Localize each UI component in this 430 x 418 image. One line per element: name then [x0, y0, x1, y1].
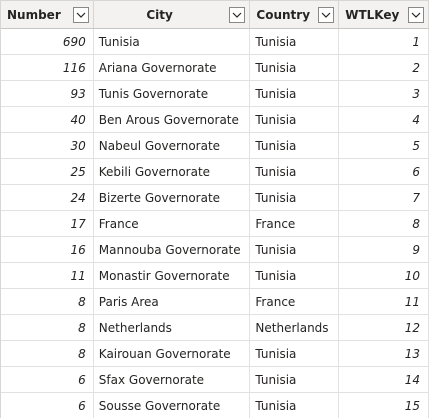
city-cell[interactable]: Kebili Governorate [94, 159, 251, 184]
country-cell[interactable]: Netherlands [250, 315, 340, 340]
country-cell[interactable]: Tunisia [250, 107, 340, 132]
city-cell[interactable]: Tunisia [94, 29, 251, 54]
number-cell[interactable]: 116 [1, 55, 94, 80]
wtlkey-cell[interactable]: 5 [339, 133, 429, 158]
number-cell[interactable]: 24 [1, 185, 94, 210]
country-cell[interactable]: France [250, 289, 340, 314]
column-header-number[interactable]: Number [1, 1, 94, 28]
country-cell[interactable]: Tunisia [250, 341, 340, 366]
column-header-label: City [146, 7, 173, 22]
country-cell[interactable]: Tunisia [250, 81, 340, 106]
wtlkey-cell[interactable]: 3 [339, 81, 429, 106]
filter-dropdown-button[interactable] [318, 6, 335, 23]
city-cell[interactable]: Mannouba Governorate [94, 237, 251, 262]
table-row[interactable]: 17 France France 8 [1, 211, 429, 237]
city-cell[interactable]: Bizerte Governorate [94, 185, 251, 210]
city-cell[interactable]: Sousse Governorate [94, 393, 251, 418]
table-row[interactable]: 8 Paris Area France 11 [1, 289, 429, 315]
city-cell[interactable]: Tunis Governorate [94, 81, 251, 106]
table-row[interactable]: 16 Mannouba Governorate Tunisia 9 [1, 237, 429, 263]
table-row[interactable]: 6 Sfax Governorate Tunisia 14 [1, 367, 429, 393]
number-cell[interactable]: 16 [1, 237, 94, 262]
country-cell[interactable]: Tunisia [250, 185, 340, 210]
city-cell[interactable]: Netherlands [94, 315, 251, 340]
number-cell[interactable]: 25 [1, 159, 94, 184]
filter-dropdown-button[interactable] [229, 6, 246, 23]
number-cell[interactable]: 11 [1, 263, 94, 288]
column-header-label: Number [7, 7, 61, 22]
country-cell[interactable]: Tunisia [250, 367, 340, 392]
chevron-down-icon [232, 12, 242, 18]
table-row[interactable]: 8 Netherlands Netherlands 12 [1, 315, 429, 341]
filter-dropdown-button[interactable] [72, 6, 89, 23]
number-cell[interactable]: 8 [1, 289, 94, 314]
number-cell[interactable]: 6 [1, 393, 94, 418]
table-row[interactable]: 40 Ben Arous Governorate Tunisia 4 [1, 107, 429, 133]
chevron-down-icon [76, 12, 86, 18]
country-cell[interactable]: Tunisia [250, 237, 340, 262]
country-cell[interactable]: Tunisia [250, 29, 340, 54]
wtlkey-cell[interactable]: 2 [339, 55, 429, 80]
wtlkey-cell[interactable]: 6 [339, 159, 429, 184]
wtlkey-cell[interactable]: 9 [339, 237, 429, 262]
wtlkey-cell[interactable]: 10 [339, 263, 429, 288]
table-row[interactable]: 30 Nabeul Governorate Tunisia 5 [1, 133, 429, 159]
wtlkey-cell[interactable]: 1 [339, 29, 429, 54]
table-row[interactable]: 93 Tunis Governorate Tunisia 3 [1, 81, 429, 107]
city-cell[interactable]: France [94, 211, 251, 236]
wtlkey-cell[interactable]: 15 [339, 393, 429, 418]
table-row[interactable]: 690 Tunisia Tunisia 1 [1, 29, 429, 55]
city-cell[interactable]: Paris Area [94, 289, 251, 314]
number-cell[interactable]: 8 [1, 341, 94, 366]
number-cell[interactable]: 93 [1, 81, 94, 106]
table-row[interactable]: 6 Sousse Governorate Tunisia 15 [1, 393, 429, 418]
wtlkey-cell[interactable]: 11 [339, 289, 429, 314]
column-header-label: Country [256, 7, 311, 22]
table-row[interactable]: 11 Monastir Governorate Tunisia 10 [1, 263, 429, 289]
country-cell[interactable]: Tunisia [250, 133, 340, 158]
country-cell[interactable]: Tunisia [250, 393, 340, 418]
chevron-down-icon [321, 12, 331, 18]
filter-dropdown-button[interactable] [408, 6, 424, 23]
wtlkey-cell[interactable]: 14 [339, 367, 429, 392]
number-cell[interactable]: 8 [1, 315, 94, 340]
table-body: 690 Tunisia Tunisia 1 116 Ariana Governorate T… [1, 29, 429, 418]
city-cell[interactable]: Kairouan Governorate [94, 341, 251, 366]
column-header-city[interactable]: City [94, 1, 251, 28]
chevron-down-icon [411, 12, 421, 18]
wtlkey-cell[interactable]: 13 [339, 341, 429, 366]
table-row[interactable]: 25 Kebili Governorate Tunisia 6 [1, 159, 429, 185]
city-cell[interactable]: Monastir Governorate [94, 263, 251, 288]
city-cell[interactable]: Sfax Governorate [94, 367, 251, 392]
country-cell[interactable]: France [250, 211, 340, 236]
table-row[interactable]: 24 Bizerte Governorate Tunisia 7 [1, 185, 429, 211]
number-cell[interactable]: 6 [1, 367, 94, 392]
country-cell[interactable]: Tunisia [250, 159, 340, 184]
wtlkey-cell[interactable]: 4 [339, 107, 429, 132]
table-header: Number City Country WTLKey [1, 1, 429, 29]
country-cell[interactable]: Tunisia [250, 263, 340, 288]
number-cell[interactable]: 30 [1, 133, 94, 158]
table-row[interactable]: 8 Kairouan Governorate Tunisia 13 [1, 341, 429, 367]
table-row[interactable]: 116 Ariana Governorate Tunisia 2 [1, 55, 429, 81]
country-cell[interactable]: Tunisia [250, 55, 340, 80]
column-header-wtlkey[interactable]: WTLKey [339, 1, 429, 28]
city-cell[interactable]: Nabeul Governorate [94, 133, 251, 158]
wtlkey-cell[interactable]: 12 [339, 315, 429, 340]
column-header-label: WTLKey [345, 7, 400, 22]
city-cell[interactable]: Ariana Governorate [94, 55, 251, 80]
column-header-country[interactable]: Country [250, 1, 340, 28]
number-cell[interactable]: 17 [1, 211, 94, 236]
wtlkey-cell[interactable]: 8 [339, 211, 429, 236]
number-cell[interactable]: 40 [1, 107, 94, 132]
wtlkey-cell[interactable]: 7 [339, 185, 429, 210]
number-cell[interactable]: 690 [1, 29, 94, 54]
city-cell[interactable]: Ben Arous Governorate [94, 107, 251, 132]
